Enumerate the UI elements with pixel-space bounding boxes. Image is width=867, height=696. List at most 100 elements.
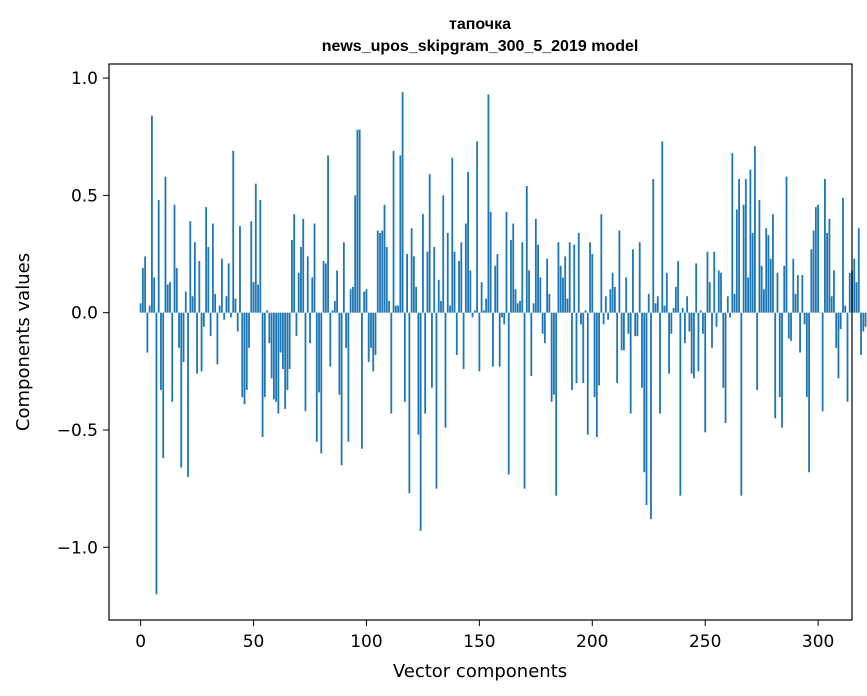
bar-83 [327,155,329,313]
bar-283 [778,312,781,398]
bar-321 [864,312,867,327]
bar-301 [819,312,822,314]
bar-146 [469,270,472,313]
bar-94 [352,286,354,313]
bar-70 [297,272,300,313]
bar-157 [494,265,497,313]
bar-3 [146,312,149,353]
bar-292 [799,312,801,353]
x-tick-label: 250 [689,632,721,652]
bar-309 [837,312,840,379]
bar-212 [618,230,621,313]
bar-314 [848,272,851,313]
bar-16 [175,268,178,313]
bar-109 [385,246,388,313]
bar-113 [394,305,397,313]
x-tick-label: 100 [350,632,382,652]
bar-181 [548,293,551,313]
bar-23 [191,296,194,313]
bar-236 [672,307,675,313]
bar-225 [647,293,650,313]
bar-11 [164,176,167,313]
bar-226 [650,312,652,520]
bar-60 [275,312,278,402]
bar-249 [702,312,704,334]
bar-69 [295,312,298,337]
bar-75 [309,312,311,344]
bar-216 [627,312,630,334]
bar-0 [139,303,142,313]
bar-188 [564,256,567,313]
bar-269 [747,277,750,313]
bar-63 [281,312,284,369]
bar-286 [785,176,788,313]
bar-302 [821,312,824,412]
bar-26 [198,261,201,313]
bar-95 [354,195,357,313]
bar-101 [367,312,370,362]
bar-172 [528,270,530,313]
bar-22 [189,221,192,313]
bar-304 [826,232,829,313]
bar-139 [453,251,456,313]
bar-112 [392,150,395,313]
bar-178 [541,312,544,334]
bar-8 [157,200,160,313]
chart-title: тапочка [449,16,511,33]
bar-159 [498,312,501,367]
bar-204 [600,214,603,313]
bar-213 [620,312,623,351]
bar-56 [266,310,268,313]
bar-28 [202,312,205,327]
bar-27 [200,312,203,372]
bar-148 [473,310,476,313]
bar-120 [410,228,413,313]
bar-205 [602,312,605,325]
bar-167 [516,303,519,313]
bar-243 [688,312,691,332]
bar-255 [715,312,718,327]
plot-frame [108,63,853,621]
bar-127 [426,251,429,313]
bar-123 [417,312,420,435]
bar-319 [860,312,862,355]
bar-57 [268,312,271,344]
bar-122 [415,286,418,313]
bar-114 [397,305,399,313]
bar-65 [286,312,289,391]
bar-274 [758,200,761,313]
bar-32 [211,223,214,313]
bar-125 [422,214,424,313]
bar-40 [230,312,232,318]
bar-199 [589,242,591,313]
bar-187 [562,277,564,313]
bar-105 [376,230,379,313]
bar-273 [756,312,759,391]
bar-182 [550,312,553,402]
bar-96 [356,129,359,313]
bar-263 [733,293,736,313]
bar-233 [665,272,668,313]
bar-7 [155,312,158,595]
bar-45 [241,312,244,398]
bar-161 [503,312,506,325]
bar-248 [699,310,702,313]
bar-303 [824,178,826,313]
bar-18 [180,312,183,468]
bar-106 [379,232,381,313]
bar-124 [419,312,422,531]
bar-287 [787,312,790,339]
bar-201 [593,312,596,398]
bar-80 [320,312,323,454]
bar-13 [169,282,171,313]
bar-247 [697,312,700,372]
x-tick-label: 300 [802,632,834,652]
bar-78 [315,312,318,442]
bar-240 [681,307,684,313]
bar-174 [532,303,535,313]
bar-24 [193,242,196,313]
bar-2 [144,256,147,313]
bar-318 [857,228,860,313]
bar-250 [704,312,707,433]
